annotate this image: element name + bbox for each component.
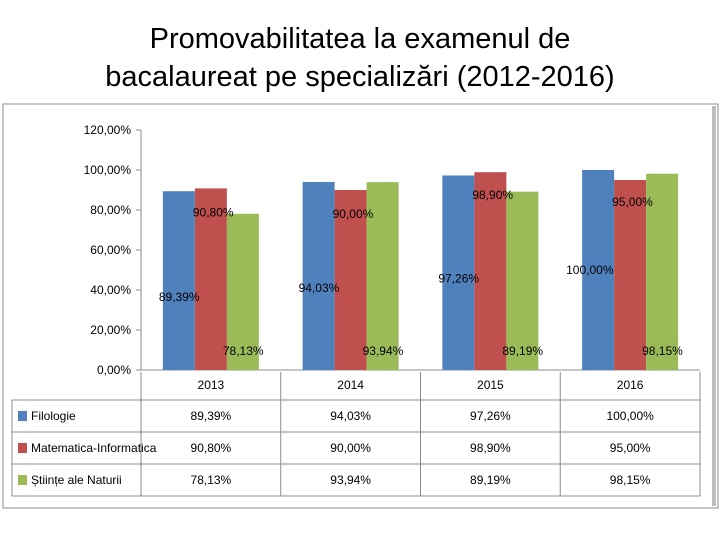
bar-matematica-informatica-2013 [194, 188, 227, 370]
data-label: 95,00% [612, 195, 653, 209]
legend-swatch [18, 443, 27, 453]
data-label: 89,19% [502, 344, 543, 358]
table-cell: 90,00% [330, 441, 371, 455]
bar-filologie-2015 [442, 175, 475, 370]
bar-matematica-informatica-2014 [334, 190, 367, 370]
y-tick-label: 80,00% [90, 203, 131, 217]
table-cell: 95,00% [610, 441, 651, 455]
x-tick-label: 2015 [477, 378, 504, 392]
data-label: 89,39% [159, 290, 200, 304]
legend-label: Matematica-Informatica [31, 441, 157, 455]
y-tick-label: 20,00% [90, 323, 131, 337]
x-tick-label: 2014 [337, 378, 364, 392]
bar--tiin-e-ale-naturii-2014 [366, 182, 399, 370]
data-label: 98,90% [472, 188, 513, 202]
legend-swatch [18, 475, 27, 485]
legend-swatch [18, 411, 27, 421]
table-cell: 97,26% [470, 409, 511, 423]
data-label: 100,00% [566, 263, 614, 277]
y-tick-label: 60,00% [90, 243, 131, 257]
bar--tiin-e-ale-naturii-2016 [646, 173, 679, 370]
y-tick-label: 40,00% [90, 283, 131, 297]
table-cell: 98,15% [610, 473, 651, 487]
y-tick-label: 0,00% [97, 363, 131, 377]
y-tick-label: 120,00% [84, 123, 132, 137]
table-cell: 89,39% [191, 409, 232, 423]
data-label: 90,00% [333, 207, 374, 221]
bar-matematica-informatica-2015 [474, 172, 507, 370]
table-cell: 98,90% [470, 441, 511, 455]
bar-filologie-2016 [582, 170, 615, 370]
legend-label: Științe ale Naturii [31, 473, 122, 487]
x-tick-label: 2016 [617, 378, 644, 392]
data-label: 78,13% [223, 344, 264, 358]
bar--tiin-e-ale-naturii-2013 [226, 213, 259, 370]
x-tick-label: 2013 [198, 378, 225, 392]
data-label: 98,15% [642, 344, 683, 358]
table-cell: 93,94% [330, 473, 371, 487]
data-label: 93,94% [363, 344, 404, 358]
data-label: 94,03% [299, 281, 340, 295]
title-line-2: bacalaureat pe specializări (2012-2016) [105, 61, 615, 93]
y-tick-label: 100,00% [84, 163, 132, 177]
legend-label: Filologie [31, 409, 76, 423]
data-label: 97,26% [438, 271, 479, 285]
table-cell: 89,19% [470, 473, 511, 487]
bar-filologie-2014 [302, 181, 335, 370]
table-cell: 94,03% [330, 409, 371, 423]
data-label: 90,80% [193, 205, 234, 219]
bar--tiin-e-ale-naturii-2015 [506, 191, 539, 370]
table-cell: 100,00% [606, 409, 654, 423]
table-cell: 90,80% [191, 441, 232, 455]
table-cell: 78,13% [191, 473, 232, 487]
bar-filologie-2013 [162, 191, 195, 370]
slide-title: Promovabilitatea la examenul de bacalaur… [0, 20, 720, 96]
bar-matematica-informatica-2016 [614, 180, 647, 370]
title-line-1: Promovabilitatea la examenul de [149, 23, 571, 55]
